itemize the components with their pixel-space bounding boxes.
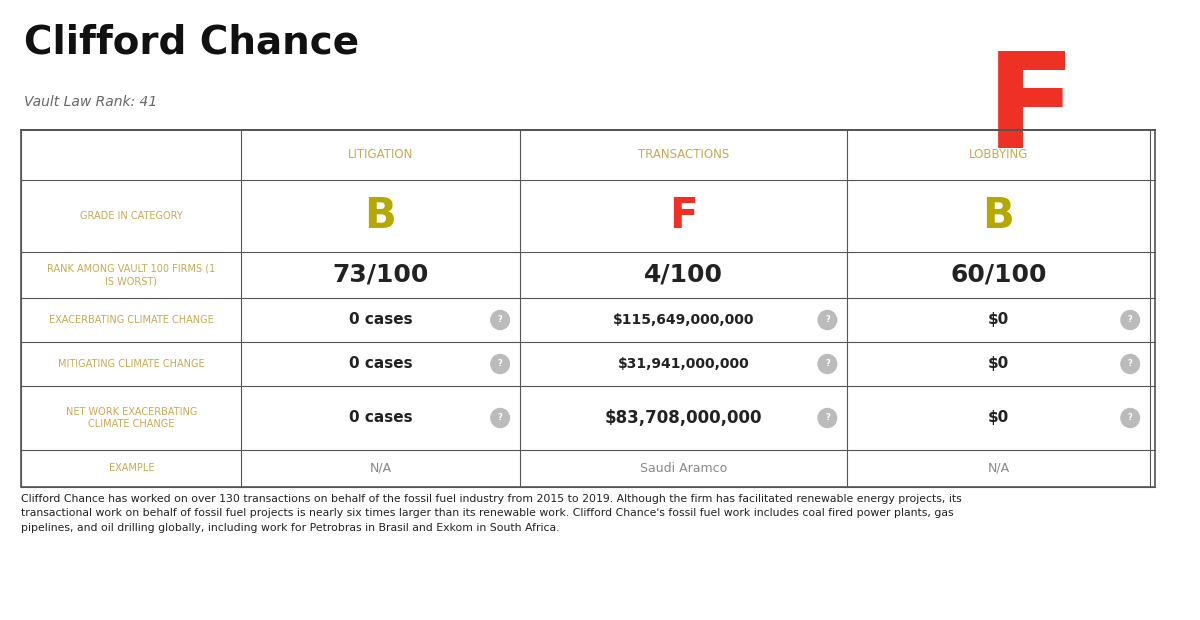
Text: ?: ? xyxy=(1128,414,1133,422)
Text: TRANSACTIONS: TRANSACTIONS xyxy=(637,149,728,161)
Text: 73/100: 73/100 xyxy=(332,263,428,287)
Circle shape xyxy=(491,355,510,373)
Text: ?: ? xyxy=(1128,360,1133,368)
Text: EXAMPLE: EXAMPLE xyxy=(109,464,154,474)
Text: B: B xyxy=(983,195,1014,237)
Text: GRADE IN CATEGORY: GRADE IN CATEGORY xyxy=(80,211,182,221)
Circle shape xyxy=(491,409,510,428)
Text: N/A: N/A xyxy=(370,462,391,475)
Text: ?: ? xyxy=(498,414,503,422)
Text: RANK AMONG VAULT 100 FIRMS (1
IS WORST): RANK AMONG VAULT 100 FIRMS (1 IS WORST) xyxy=(47,264,216,286)
Circle shape xyxy=(1121,355,1140,373)
Text: N/A: N/A xyxy=(988,462,1009,475)
Text: $115,649,000,000: $115,649,000,000 xyxy=(612,313,754,327)
Text: ?: ? xyxy=(826,316,829,324)
Text: 60/100: 60/100 xyxy=(950,263,1046,287)
Text: 0 cases: 0 cases xyxy=(349,410,413,425)
Text: EXACERBATING CLIMATE CHANGE: EXACERBATING CLIMATE CHANGE xyxy=(49,315,214,325)
Text: ?: ? xyxy=(1128,316,1133,324)
Text: ?: ? xyxy=(498,316,503,324)
Text: Vault Law Rank: 41: Vault Law Rank: 41 xyxy=(24,95,157,109)
Text: NET WORK EXACERBATING
CLIMATE CHANGE: NET WORK EXACERBATING CLIMATE CHANGE xyxy=(66,407,197,429)
Circle shape xyxy=(818,409,836,428)
Text: 0 cases: 0 cases xyxy=(349,356,413,371)
Circle shape xyxy=(818,355,836,373)
Text: LITIGATION: LITIGATION xyxy=(348,149,413,161)
Text: B: B xyxy=(365,195,396,237)
Text: Clifford Chance: Clifford Chance xyxy=(24,23,360,61)
Text: ?: ? xyxy=(826,414,829,422)
Circle shape xyxy=(491,311,510,329)
Text: 0 cases: 0 cases xyxy=(349,312,413,327)
Text: LOBBYING: LOBBYING xyxy=(968,149,1028,161)
Text: $0: $0 xyxy=(988,410,1009,425)
Text: $0: $0 xyxy=(988,312,1009,327)
Circle shape xyxy=(1121,311,1140,329)
Text: $83,708,000,000: $83,708,000,000 xyxy=(605,409,762,427)
Text: $31,941,000,000: $31,941,000,000 xyxy=(618,357,749,371)
Circle shape xyxy=(818,311,836,329)
Text: F: F xyxy=(670,195,697,237)
Text: F: F xyxy=(985,48,1075,175)
Text: Saudi Aramco: Saudi Aramco xyxy=(640,462,727,475)
Text: ?: ? xyxy=(498,360,503,368)
Text: Clifford Chance has worked on over 130 transactions on behalf of the fossil fuel: Clifford Chance has worked on over 130 t… xyxy=(22,494,962,533)
Circle shape xyxy=(1121,409,1140,428)
Text: $0: $0 xyxy=(988,356,1009,371)
Text: MITIGATING CLIMATE CHANGE: MITIGATING CLIMATE CHANGE xyxy=(58,359,205,369)
Text: 4/100: 4/100 xyxy=(643,263,722,287)
Text: ?: ? xyxy=(826,360,829,368)
